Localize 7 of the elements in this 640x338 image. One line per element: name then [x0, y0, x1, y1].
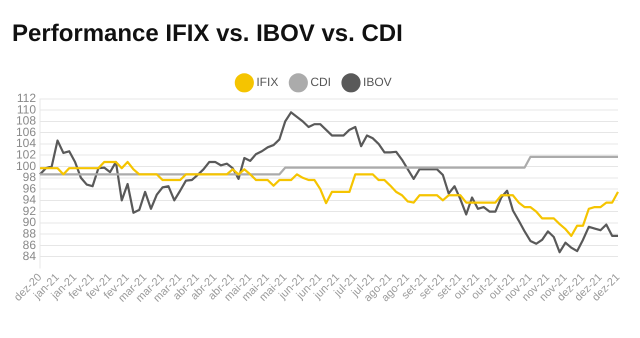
y-tick-label: 104 [16, 136, 36, 150]
legend-label: IFIX [256, 75, 278, 90]
chart-title: Performance IFIX vs. IBOV vs. CDI [12, 20, 403, 48]
legend-label: CDI [310, 75, 331, 90]
legend-label: IBOV [362, 75, 392, 90]
y-tick-label: 84 [22, 249, 36, 264]
y-tick-label: 86 [22, 238, 36, 252]
